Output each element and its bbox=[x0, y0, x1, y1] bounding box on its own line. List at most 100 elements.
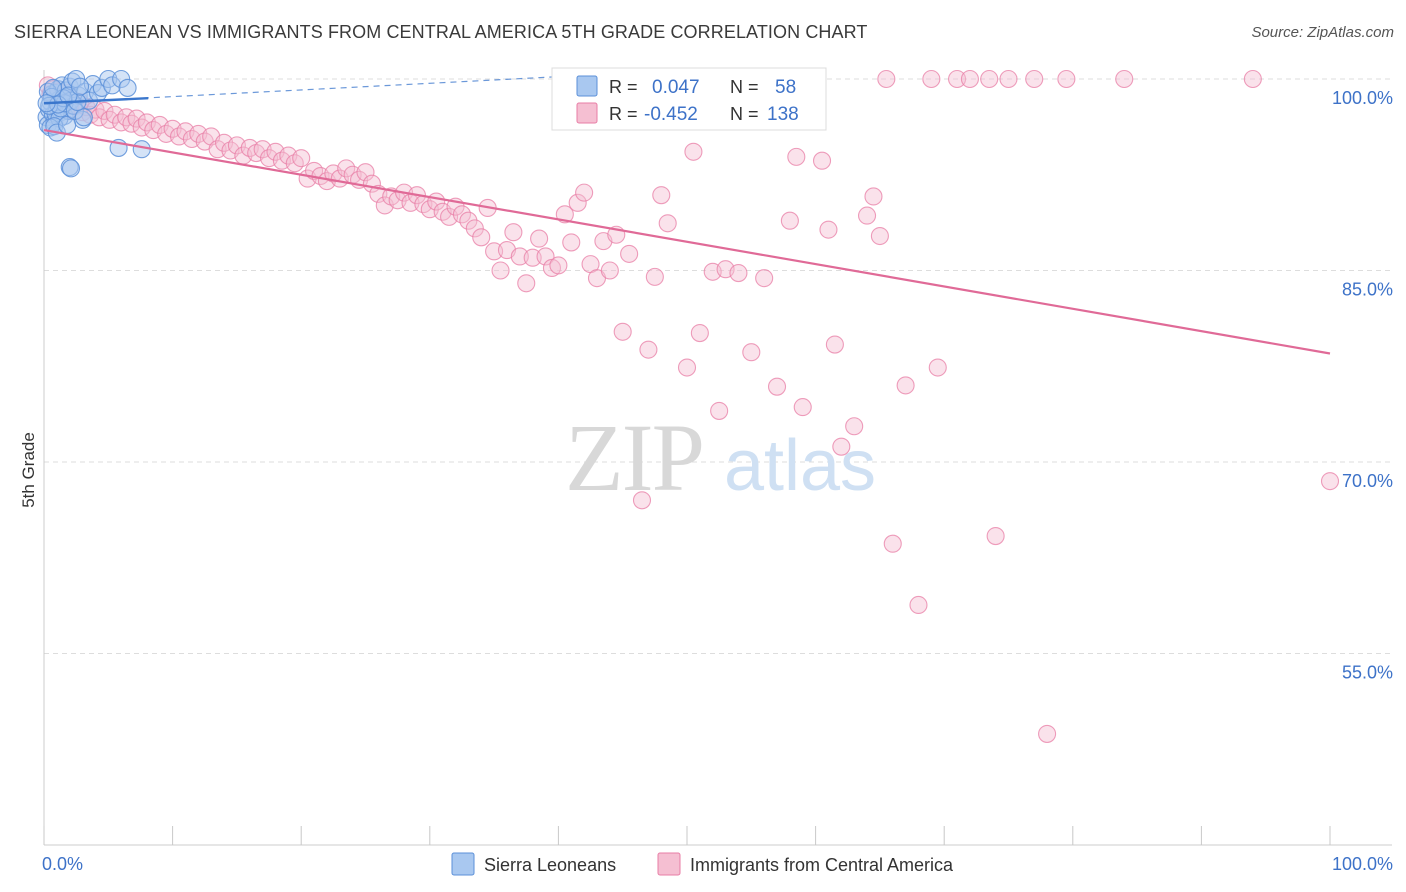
y-tick-label-2: 70.0% bbox=[1342, 471, 1393, 491]
legend-r-value-pink: -0.452 bbox=[644, 104, 698, 125]
point-central-america-135 bbox=[980, 69, 999, 89]
y-tick-label-1: 85.0% bbox=[1342, 280, 1393, 300]
chart-title: SIERRA LEONEAN VS IMMIGRANTS FROM CENTRA… bbox=[14, 22, 868, 42]
point-central-america-49 bbox=[292, 149, 311, 168]
x-tick-label-1: 100.0% bbox=[1332, 854, 1393, 874]
point-central-america-136 bbox=[986, 526, 1005, 546]
point-central-america-101 bbox=[632, 491, 652, 510]
point-central-america-19 bbox=[105, 105, 124, 124]
point-central-america-76 bbox=[465, 219, 484, 238]
point-central-america-139 bbox=[1038, 724, 1057, 743]
watermark-atlas: atlas bbox=[724, 426, 876, 506]
y-axis-label: 5th Grade bbox=[19, 432, 38, 508]
legend-r-label-blue: R = bbox=[609, 77, 638, 97]
point-central-america-80 bbox=[491, 261, 510, 280]
legend-item-central-america-swatch bbox=[657, 852, 681, 876]
point-central-america-24 bbox=[132, 118, 151, 137]
point-central-america-105 bbox=[658, 214, 677, 233]
point-central-america-87 bbox=[536, 247, 555, 266]
point-central-america-128 bbox=[883, 534, 902, 553]
legend-item-central-america: Immigrants from Central America bbox=[690, 855, 954, 875]
watermark: ZIP atlas bbox=[565, 404, 876, 511]
point-central-america-89 bbox=[549, 256, 568, 275]
point-central-america-91 bbox=[562, 233, 581, 252]
source-label: Source: ZipAtlas.com bbox=[1251, 24, 1394, 41]
point-central-america-113 bbox=[742, 343, 761, 362]
point-central-america-126 bbox=[870, 226, 889, 246]
point-central-america-125 bbox=[864, 187, 883, 206]
point-central-america-116 bbox=[780, 211, 799, 230]
point-central-america-36 bbox=[208, 140, 227, 159]
point-central-america-131 bbox=[922, 69, 941, 89]
point-central-america-83 bbox=[510, 247, 529, 266]
trend-lines bbox=[43, 70, 1331, 355]
legend-n-value-pink: 138 bbox=[767, 104, 799, 125]
point-central-america-122 bbox=[832, 437, 851, 456]
point-central-america-79 bbox=[485, 242, 504, 261]
point-central-america-129 bbox=[896, 376, 915, 395]
point-central-america-127 bbox=[877, 69, 896, 89]
point-central-america-143 bbox=[1320, 472, 1340, 491]
point-central-america-56 bbox=[337, 159, 356, 178]
y-tick-label-3: 55.0% bbox=[1342, 663, 1393, 683]
point-central-america-77 bbox=[472, 228, 491, 247]
point-central-america-124 bbox=[857, 206, 877, 225]
legend-r-label-pink: R = bbox=[609, 104, 638, 124]
point-sierra-leonean-49 bbox=[74, 108, 93, 127]
point-central-america-82 bbox=[504, 223, 523, 242]
point-central-america-119 bbox=[812, 151, 832, 170]
point-sierra-leonean-56 bbox=[70, 77, 90, 96]
point-central-america-112 bbox=[729, 264, 748, 283]
point-central-america-138 bbox=[1025, 69, 1044, 89]
point-sierra-leonean-33 bbox=[118, 78, 137, 97]
point-central-america-92 bbox=[568, 193, 587, 212]
point-central-america-106 bbox=[677, 358, 697, 377]
point-central-america-17 bbox=[95, 101, 114, 120]
point-central-america-93 bbox=[575, 183, 594, 202]
point-central-america-140 bbox=[1057, 69, 1076, 89]
point-central-america-108 bbox=[690, 324, 709, 343]
point-central-america-85 bbox=[523, 248, 542, 267]
legend-swatch-pink bbox=[576, 102, 598, 124]
y-tick-labels: 100.0% 85.0% 70.0% 55.0% bbox=[1332, 88, 1393, 683]
point-sierra-leonean-48 bbox=[132, 140, 151, 159]
point-central-america-74 bbox=[452, 205, 472, 224]
point-central-america-137 bbox=[999, 69, 1018, 89]
point-central-america-59 bbox=[356, 163, 375, 182]
legend-n-value-blue: 58 bbox=[775, 77, 796, 98]
point-central-america-99 bbox=[613, 322, 632, 341]
point-central-america-102 bbox=[639, 340, 658, 359]
series-legend: Sierra Leoneans Immigrants from Central … bbox=[451, 852, 954, 876]
point-sierra-leonean-54 bbox=[43, 78, 63, 97]
watermark-zip: ZIP bbox=[565, 404, 703, 511]
point-central-america-121 bbox=[825, 335, 844, 354]
point-central-america-134 bbox=[960, 69, 979, 89]
point-central-america-120 bbox=[819, 220, 838, 239]
legend-swatch-blue bbox=[576, 75, 598, 97]
point-central-america-133 bbox=[948, 69, 967, 89]
x-tick-labels: 0.0% 100.0% bbox=[42, 854, 1393, 874]
axes bbox=[43, 70, 1392, 846]
point-central-america-97 bbox=[600, 261, 619, 280]
y-tick-label-0: 100.0% bbox=[1332, 88, 1393, 108]
point-central-america-86 bbox=[530, 229, 549, 248]
point-central-america-107 bbox=[684, 142, 703, 161]
point-sierra-leonean-46 bbox=[61, 159, 81, 178]
point-central-america-75 bbox=[459, 211, 478, 230]
point-central-america-142 bbox=[1243, 69, 1262, 89]
point-central-america-123 bbox=[845, 417, 864, 436]
legend-item-sierra-leoneans: Sierra Leoneans bbox=[484, 855, 616, 875]
legend-box-frame bbox=[551, 67, 827, 131]
point-central-america-84 bbox=[517, 274, 536, 293]
point-central-america-114 bbox=[755, 269, 774, 288]
x-tick-label-0: 0.0% bbox=[42, 854, 83, 874]
point-central-america-90 bbox=[555, 205, 574, 224]
correlation-legend: R = 0.047 N = 58 R = -0.452 N = 138 bbox=[551, 67, 827, 131]
point-central-america-141 bbox=[1115, 69, 1134, 89]
point-central-america-100 bbox=[620, 244, 639, 263]
point-central-america-103 bbox=[645, 267, 664, 286]
series-sierra-leoneans-points bbox=[37, 69, 151, 178]
point-central-america-23 bbox=[127, 109, 146, 128]
legend-r-value-blue: 0.047 bbox=[652, 77, 700, 98]
